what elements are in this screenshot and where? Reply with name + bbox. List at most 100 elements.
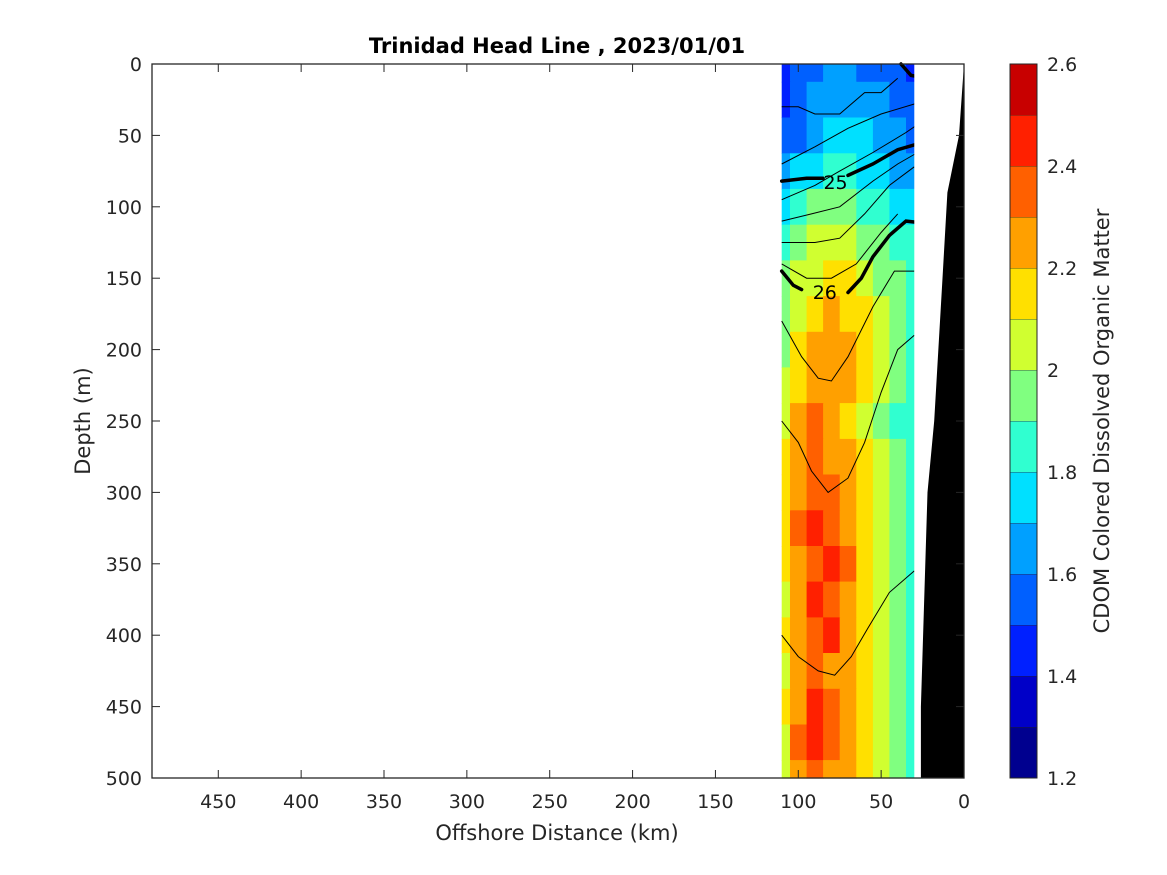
colorbar-tick-label: 2 — [1047, 360, 1059, 382]
y-tick-label: 150 — [106, 268, 142, 290]
heatmap-cell — [889, 438, 907, 476]
heatmap-cell — [806, 331, 824, 369]
heatmap-cell — [790, 117, 808, 154]
colorbar-band — [1010, 115, 1037, 166]
heatmap-cell — [790, 188, 808, 226]
colorbar-band — [1010, 676, 1037, 727]
heatmap-cell — [806, 117, 824, 154]
heatmap-cell — [823, 367, 841, 404]
heatmap-cell — [856, 81, 874, 119]
heatmap-cell — [781, 296, 791, 333]
x-tick-label: 150 — [697, 791, 733, 813]
heatmap-cell — [856, 724, 874, 761]
x-axis-label: Offshore Distance (km) — [435, 821, 678, 845]
heatmap-cell — [806, 546, 824, 583]
heatmap-cell — [823, 64, 841, 83]
x-tick-label: 350 — [366, 791, 402, 813]
heatmap-cell — [872, 510, 891, 547]
heatmap-cell — [872, 688, 891, 726]
heatmap-cell — [872, 546, 891, 583]
contour-line — [781, 570, 915, 676]
heatmap-cell — [872, 188, 891, 226]
heatmap-cell — [781, 617, 791, 654]
heatmap-cell — [856, 367, 874, 404]
heatmap-cell — [889, 653, 907, 690]
heatmap-cell — [839, 403, 857, 440]
heatmap-cell — [806, 617, 824, 654]
heatmap-cell — [806, 510, 824, 547]
heatmap-cell — [856, 688, 874, 726]
axes: 450 400 350 300 250 200 150 100 50 00501001502002… — [106, 54, 970, 813]
heatmap-cell — [823, 153, 841, 190]
heatmap-cell — [823, 117, 841, 154]
contour-line-bold — [779, 269, 804, 292]
heatmap-cell — [872, 296, 891, 333]
colorbar: 1.2 1.4 1.6 1.8 2 2.2 2.4 2.6 — [1009, 54, 1077, 790]
heatmap-cell — [823, 760, 841, 779]
heatmap-cell — [806, 153, 824, 190]
heatmap-cell — [781, 724, 791, 761]
colorbar-label: CDOM Colored Dissolved Organic Matter — [1090, 208, 1114, 633]
colorbar-tick-label: 1.4 — [1047, 666, 1077, 688]
heatmap-cell — [839, 581, 857, 618]
heatmap-cell — [872, 81, 891, 119]
colorbar-band — [1010, 625, 1037, 676]
heatmap-cell — [872, 64, 891, 83]
x-tick-label: 200 — [614, 791, 650, 813]
heatmap-cell — [856, 64, 874, 83]
heatmap-cell — [856, 260, 874, 297]
heatmap-cell — [872, 581, 891, 618]
contour-line — [781, 334, 915, 494]
heatmap-cell — [790, 438, 808, 476]
colorbar-band — [1010, 727, 1037, 778]
heatmap-cell — [806, 474, 824, 511]
heatmap-cell — [823, 653, 841, 690]
heatmap-cell — [781, 581, 791, 618]
heatmap-cell — [790, 474, 808, 511]
heatmap-cell — [823, 474, 841, 511]
heatmap-cell — [872, 331, 891, 369]
x-tick-label: 0 — [958, 791, 970, 813]
heatmap-cell — [806, 438, 824, 476]
heatmap-cell — [790, 296, 808, 333]
heatmap-cell — [790, 81, 808, 119]
heatmap-cell — [781, 117, 791, 154]
contour-line — [781, 166, 915, 243]
heatmap-cell — [823, 581, 841, 618]
heatmap-cell — [856, 153, 874, 190]
heatmap-cell — [781, 81, 791, 119]
heatmap-cell — [889, 81, 907, 119]
colorbar-band — [1010, 472, 1037, 523]
heatmap-cell — [839, 153, 857, 190]
heatmap-cell — [889, 688, 907, 726]
colorbar-band — [1010, 574, 1037, 625]
heatmap-cell — [806, 64, 824, 83]
heatmap-cell — [823, 617, 841, 654]
x-tick-label: 250 — [532, 791, 568, 813]
heatmap-cell — [889, 474, 907, 511]
y-tick-label: 200 — [106, 340, 142, 362]
heatmap-cell — [781, 403, 791, 440]
colorbar-tick-label: 2.2 — [1047, 258, 1077, 280]
heatmap-cell — [790, 331, 808, 369]
heatmap-cell — [806, 188, 824, 226]
contour-line — [781, 213, 899, 279]
heatmap-cell — [781, 653, 791, 690]
heatmap-cell — [856, 331, 874, 369]
x-tick-label: 300 — [449, 791, 485, 813]
heatmap-cell — [889, 64, 907, 83]
heatmap-cell — [790, 64, 808, 83]
heatmap-cell — [823, 224, 841, 261]
y-tick-label: 100 — [106, 197, 142, 219]
heatmap-cell — [839, 188, 857, 226]
heatmap-cell — [839, 367, 857, 404]
heatmap-cell — [790, 724, 808, 761]
heatmap-cell — [806, 296, 824, 333]
heatmap-cell — [872, 117, 891, 154]
heatmap-cell — [872, 438, 891, 476]
colorbar-band — [1010, 217, 1037, 268]
colorbar-frame — [1009, 63, 1038, 779]
heatmap-cell — [856, 510, 874, 547]
heatmap-cell — [889, 760, 907, 779]
colorbar-band — [1010, 421, 1037, 472]
